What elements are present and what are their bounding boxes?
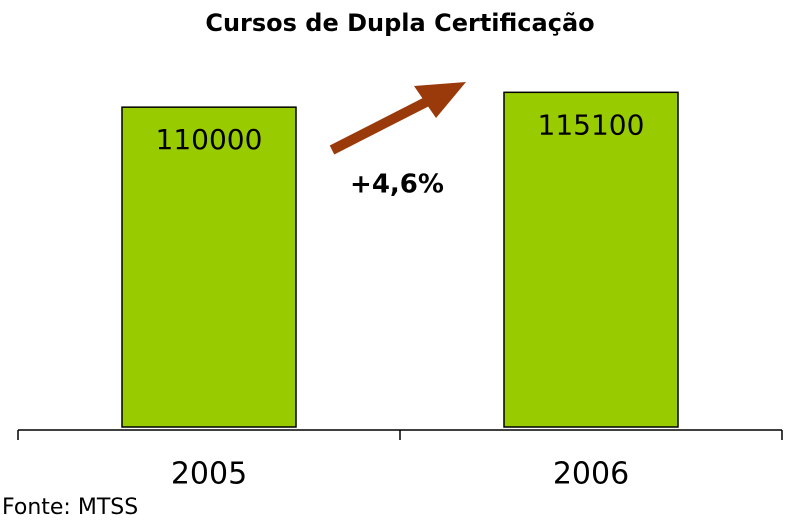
x-tick-label: 2006 xyxy=(553,457,629,492)
chart-title: Cursos de Dupla Certificação xyxy=(205,9,594,37)
x-tick-label: 2005 xyxy=(171,457,247,492)
data-label: 110000 xyxy=(156,123,263,156)
bar xyxy=(121,106,297,428)
growth-arrow xyxy=(329,82,466,155)
source: Fonte: MTSS xyxy=(2,495,138,520)
data-label: 115100 xyxy=(538,108,645,141)
bar xyxy=(503,91,679,428)
annotation: +4,6% xyxy=(350,170,444,200)
